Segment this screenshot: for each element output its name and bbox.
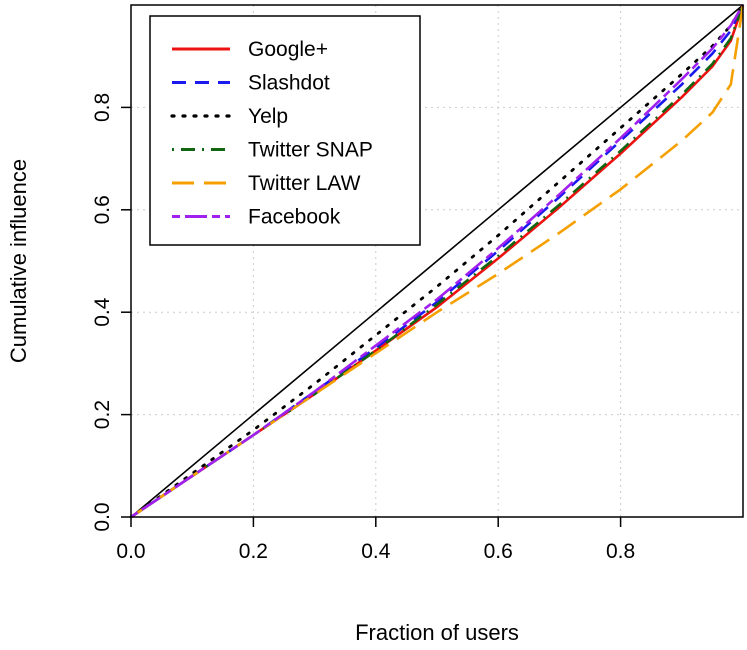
- legend-label: Twitter SNAP: [248, 139, 373, 162]
- legend-label: Yelp: [248, 105, 288, 128]
- y-tick-label: 0.6: [91, 195, 114, 224]
- series-line-twitter-snap: [130, 4, 745, 519]
- x-tick-label: 0.4: [361, 540, 391, 563]
- series-line-yelp: [129, 3, 745, 519]
- y-tick-label: 0.4: [91, 297, 114, 327]
- y-axis-label: Cumulative influence: [6, 159, 31, 363]
- y-tick-label: 0.0: [91, 502, 114, 531]
- x-tick-label: 0.8: [606, 540, 635, 563]
- x-tick-label: 0.2: [239, 540, 268, 563]
- y-tick-label: 0.2: [91, 400, 114, 429]
- y-tick-label: 0.8: [91, 93, 114, 122]
- legend-label: Slashdot: [248, 72, 330, 95]
- reference-diagonal-line: [130, 4, 744, 518]
- x-tick-label: 0.0: [116, 540, 145, 563]
- legend-label: Twitter LAW: [248, 172, 361, 195]
- legend-label: Facebook: [248, 206, 341, 229]
- plot-frame: [130, 4, 744, 518]
- legend-label: Google+: [248, 38, 328, 61]
- x-axis: 0.0 0.2 0.4 0.6 0.8: [116, 517, 635, 563]
- y-axis: 0.0 0.2 0.4 0.6 0.8: [91, 93, 131, 532]
- x-tick-label: 0.6: [484, 540, 513, 563]
- series-group: [129, 3, 745, 519]
- legend-box: [149, 15, 421, 246]
- series-line-facebook: [130, 4, 745, 519]
- x-axis-label: Fraction of users: [355, 620, 519, 645]
- legend: Google+ Slashdot Yelp Twitter SNAP Twitter L…: [149, 15, 421, 246]
